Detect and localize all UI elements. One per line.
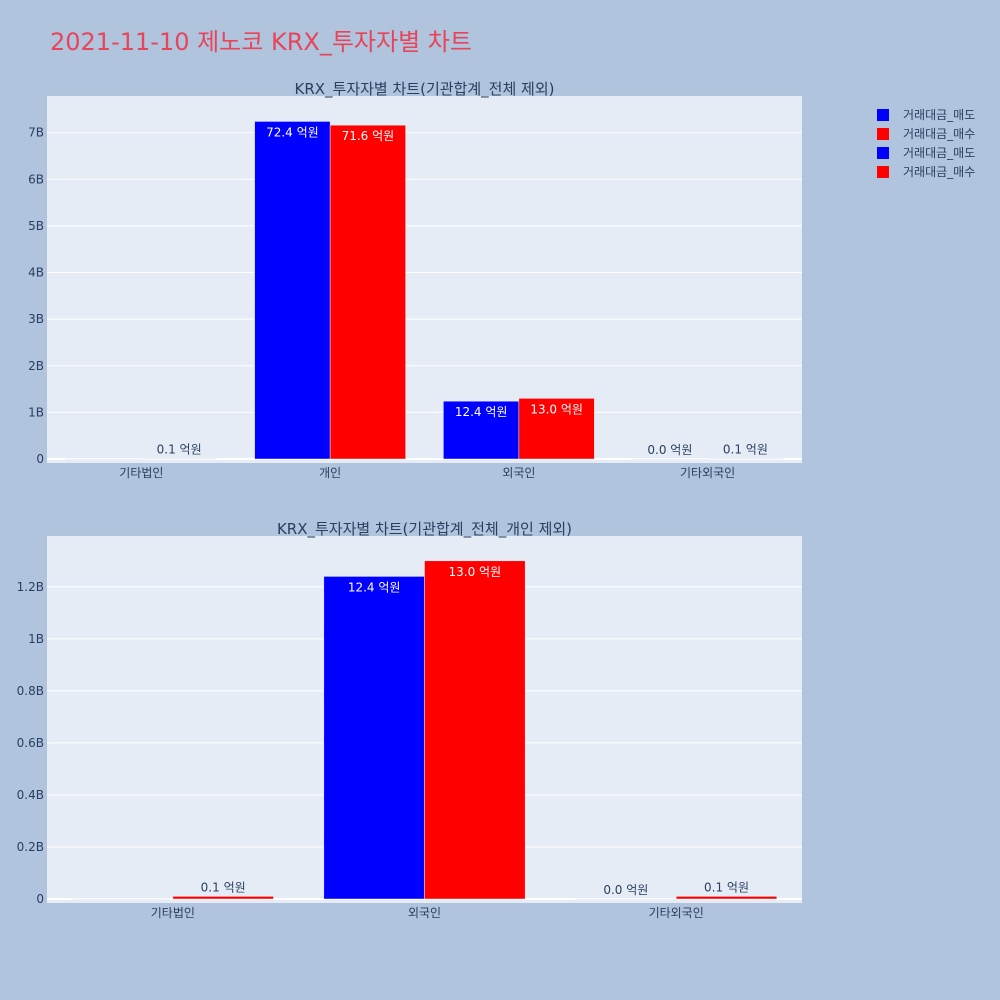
x-tick-label: 기타법인 bbox=[151, 906, 195, 920]
data-label: 12.4 억원 bbox=[348, 580, 401, 594]
bar[interactable] bbox=[65, 458, 142, 460]
data-label: 12.4 억원 bbox=[455, 405, 508, 419]
data-label: 0.1 억원 bbox=[201, 880, 246, 894]
data-label: 0.0 억원 bbox=[603, 883, 648, 897]
bar[interactable] bbox=[631, 458, 708, 460]
y-tick-label: 0.8B bbox=[17, 684, 44, 698]
x-tick-label: 기타외국인 bbox=[680, 466, 735, 480]
legend-item[interactable]: 거래대금_매수 bbox=[877, 127, 975, 141]
bar[interactable] bbox=[707, 458, 784, 460]
y-tick-label: 0.6B bbox=[17, 736, 44, 750]
x-tick-label: 기타법인 bbox=[119, 466, 163, 480]
page-title: 2021-11-10 제노코 KRX_투자자별 차트 bbox=[50, 28, 472, 56]
legend-swatch bbox=[877, 147, 889, 159]
y-tick-label: 0.4B bbox=[17, 788, 44, 802]
y-tick-label: 0 bbox=[36, 452, 44, 466]
chart-panel-2: KRX_투자자별 차트(기관합계_전체_개인 제외) 0 0.2B 0.4B 0.6B 0… bbox=[17, 520, 802, 920]
data-label: 0.0 억원 bbox=[647, 443, 692, 457]
bar[interactable] bbox=[172, 896, 274, 900]
data-label: 72.4 억원 bbox=[266, 125, 319, 139]
legend-swatch bbox=[877, 128, 889, 140]
data-label: 0.1 억원 bbox=[704, 880, 749, 894]
bar[interactable] bbox=[443, 400, 520, 460]
bar[interactable] bbox=[141, 458, 218, 460]
legend-item[interactable]: 거래대금_매수 bbox=[877, 165, 975, 179]
y-tick-label: 1B bbox=[28, 632, 44, 646]
legend-label: 거래대금_매도 bbox=[903, 108, 975, 122]
data-label: 13.0 억원 bbox=[449, 565, 502, 579]
y-tick-label: 4B bbox=[28, 266, 44, 280]
chart-title: KRX_투자자별 차트(기관합계_전체 제외) bbox=[295, 80, 555, 99]
legend-label: 거래대금_매도 bbox=[903, 146, 975, 160]
y-tick-label: 3B bbox=[28, 312, 44, 326]
x-tick-label: 개인 bbox=[319, 466, 341, 480]
y-tick-label: 0.2B bbox=[17, 840, 44, 854]
bar[interactable] bbox=[71, 898, 174, 900]
bar[interactable] bbox=[424, 560, 526, 900]
bar[interactable] bbox=[575, 898, 677, 900]
y-tick-label: 7B bbox=[28, 126, 44, 140]
data-label: 71.6 억원 bbox=[342, 129, 395, 143]
legend-swatch bbox=[877, 166, 889, 178]
y-tick-label: 1B bbox=[28, 405, 44, 419]
legend-item[interactable]: 거래대금_매도 bbox=[877, 108, 975, 122]
y-tick-label: 5B bbox=[28, 219, 44, 233]
y-tick-label: 2B bbox=[28, 359, 44, 373]
legend-label: 거래대금_매수 bbox=[903, 127, 975, 141]
chart-panel-1: KRX_투자자별 차트(기관합계_전체 제외) 0 1B 2B 3B 4B 5B 6B 7B 기타… bbox=[28, 80, 802, 480]
x-tick-label: 외국인 bbox=[408, 906, 441, 920]
bar[interactable] bbox=[254, 121, 331, 460]
data-label: 0.1 억원 bbox=[723, 443, 768, 457]
x-tick-label: 외국인 bbox=[502, 466, 535, 480]
chart-title: KRX_투자자별 차트(기관합계_전체_개인 제외) bbox=[277, 520, 572, 539]
bar[interactable] bbox=[323, 576, 425, 900]
bar[interactable] bbox=[675, 896, 778, 900]
y-tick-label: 1.2B bbox=[17, 580, 44, 594]
plot-area bbox=[47, 96, 802, 463]
y-tick-label: 0 bbox=[36, 892, 44, 906]
bar[interactable] bbox=[518, 398, 595, 460]
legend-label: 거래대금_매수 bbox=[903, 165, 975, 179]
x-tick-label: 기타외국인 bbox=[649, 906, 704, 920]
bar[interactable] bbox=[329, 124, 406, 460]
y-tick-label: 6B bbox=[28, 172, 44, 186]
data-label: 13.0 억원 bbox=[530, 402, 583, 416]
legend-swatch bbox=[877, 109, 889, 121]
legend-item[interactable]: 거래대금_매도 bbox=[877, 146, 975, 160]
data-label: 0.1 억원 bbox=[157, 443, 202, 457]
